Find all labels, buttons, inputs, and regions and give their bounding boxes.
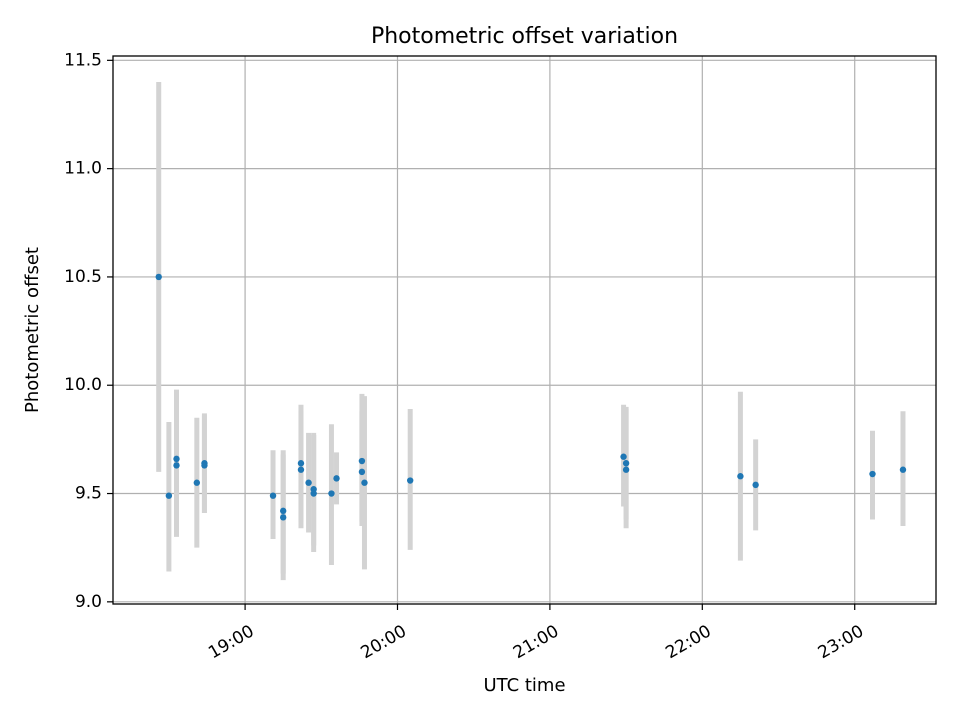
data-point	[333, 475, 340, 482]
data-point	[193, 479, 201, 486]
y-tick-label: 9.0	[75, 592, 102, 612]
data-point	[165, 492, 173, 499]
data-point	[297, 466, 305, 473]
plot-frame	[112, 55, 937, 605]
data-point	[358, 468, 366, 476]
data-point	[899, 466, 907, 473]
data-points	[155, 273, 907, 521]
data-point	[358, 457, 366, 465]
data-point	[310, 490, 317, 497]
y-axis-label: Photometric offset	[22, 247, 43, 413]
data-point	[279, 507, 287, 515]
y-tick-label: 10.5	[64, 267, 102, 287]
data-point	[622, 460, 630, 467]
data-point	[737, 473, 744, 480]
data-point	[406, 477, 414, 484]
y-tick-label: 10.0	[64, 375, 102, 395]
data-point	[305, 479, 312, 486]
data-point	[620, 453, 627, 460]
y-tick-label: 9.5	[75, 484, 102, 504]
y-tick-label: 11.0	[64, 159, 102, 179]
data-point	[155, 273, 162, 281]
data-point	[279, 514, 287, 521]
data-point	[869, 470, 876, 478]
data-point	[297, 460, 305, 467]
data-point	[173, 462, 180, 469]
data-point	[173, 455, 180, 463]
data-point	[201, 462, 208, 469]
data-point	[328, 490, 335, 497]
data-point	[752, 481, 759, 489]
grid-lines	[113, 56, 936, 604]
data-point	[622, 466, 630, 473]
data-point	[269, 492, 277, 499]
x-axis-label: UTC time	[483, 675, 565, 696]
data-point	[361, 479, 368, 486]
y-tick-label: 11.5	[64, 50, 102, 70]
chart-title: Photometric offset variation	[371, 24, 678, 49]
